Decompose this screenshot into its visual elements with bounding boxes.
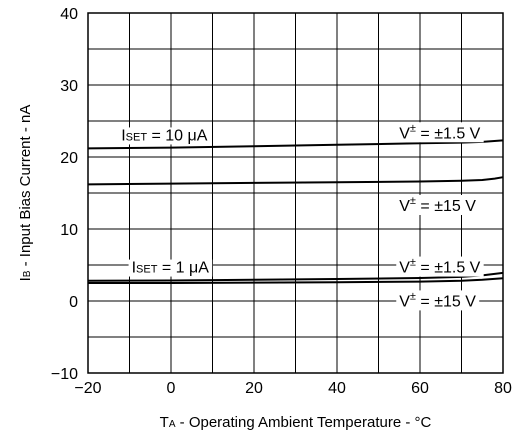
annotation-background	[128, 259, 213, 277]
y-tick-label: 10	[60, 222, 78, 239]
y-tick-label: −10	[51, 366, 78, 383]
annotation-iset1: ISET = 1 μA	[128, 259, 213, 277]
annotation-label: V± = ±15 V	[399, 195, 476, 215]
plot-frame	[87, 12, 504, 374]
y-tick-label: 20	[60, 150, 78, 167]
x-tick-label: 0	[167, 380, 176, 397]
annotation-background	[396, 256, 484, 277]
annotation-label: V± = ±1.5 V	[399, 122, 480, 142]
annotation-background	[396, 195, 480, 215]
x-axis-title: TA - Operating Ambient Temperature - °C	[160, 414, 432, 431]
y-tick-label: 40	[60, 6, 78, 23]
annotation-label: V± = ±1.5 V	[399, 257, 480, 277]
series-4-line	[88, 277, 504, 284]
y-tick-label: 30	[60, 78, 78, 95]
y-axis-title: IB - Input Bias Current - nA	[17, 105, 34, 282]
annotations: ISET = 10 μA ISET = 1 μA V± = ±1.5 V V± = ±…	[118, 122, 484, 311]
annotation-label: ISET = 10 μA	[121, 127, 208, 144]
annotation-label: ISET = 1 μA	[132, 260, 210, 277]
annotation-v15d: V± = ±15 V	[396, 290, 480, 311]
grid-lines	[88, 13, 503, 373]
x-tick-label: 60	[411, 380, 429, 397]
annotation-v15c: V± = ±1.5 V	[396, 256, 484, 277]
x-tick-label: 40	[328, 380, 346, 397]
x-tick-label: 80	[494, 380, 512, 397]
annotation-v15b: V± = ±15 V	[396, 195, 480, 215]
annotation-background	[396, 290, 480, 311]
x-tick-label: 20	[245, 380, 263, 397]
x-tick-label: −20	[74, 380, 101, 397]
tick-labels: −20 0 20 40 60 80 −10 0 10 20 30 40	[51, 6, 512, 397]
annotation-iset10: ISET = 10 μA	[118, 127, 211, 145]
annotation-label: V± = ±15 V	[399, 290, 476, 310]
annotation-background	[396, 122, 484, 143]
annotation-v15a: V± = ±1.5 V	[396, 122, 484, 143]
y-tick-label: 0	[69, 294, 78, 311]
series-2-line	[87, 176, 504, 186]
annotation-background	[118, 127, 211, 145]
